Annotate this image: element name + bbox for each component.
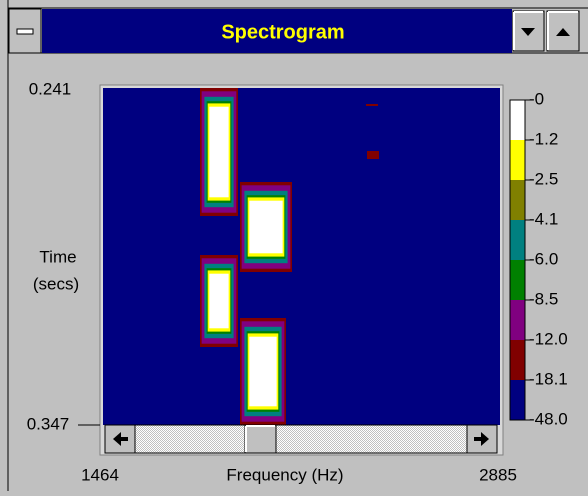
- window-title: Spectrogram: [221, 21, 344, 43]
- minimize-button[interactable]: [513, 11, 544, 51]
- spectrogram-area: [103, 88, 500, 425]
- maximize-button[interactable]: [547, 11, 579, 51]
- colorbar-label: -1.2: [529, 129, 558, 148]
- scrollbar-track[interactable]: [105, 425, 497, 453]
- y-top-label: 0.241: [29, 79, 72, 98]
- scroll-left-button[interactable]: [105, 425, 135, 453]
- x-right-label: 2885: [479, 465, 517, 484]
- y-axis-label: Time: [39, 247, 76, 266]
- colorbar-label: -6.0: [529, 249, 558, 268]
- colorbar-label: -2.5: [529, 169, 558, 188]
- spectrogram-cell: [209, 107, 228, 198]
- y-bottom-label: 0.347: [27, 414, 70, 433]
- colorbar-segment: [510, 380, 525, 420]
- colorbar-segment: [510, 220, 525, 260]
- colorbar-label: -0: [529, 89, 544, 108]
- spectrogram-cell: [249, 201, 282, 254]
- spectrogram-window: Spectrogram 0.241 0.347 Time (secs) 1464…: [0, 0, 588, 491]
- colorbar-label: -48.0: [529, 409, 568, 428]
- colorbar-segment: [510, 140, 525, 180]
- colorbar-segment: [510, 260, 525, 300]
- spectrogram-cell: [249, 337, 276, 407]
- colorbar-segment: [510, 340, 525, 380]
- colorbar-label: -12.0: [529, 329, 568, 348]
- system-menu-button[interactable]: [9, 9, 41, 53]
- y-axis-label: (secs): [33, 274, 79, 293]
- scroll-thumb[interactable]: [245, 425, 276, 453]
- scroll-right-button[interactable]: [467, 425, 497, 453]
- spectrogram-cell: [367, 151, 379, 159]
- colorbar-label: -18.1: [529, 369, 568, 388]
- colorbar-segment: [510, 100, 525, 140]
- colorbar-segment: [510, 180, 525, 220]
- page: Spectrogram 0.241 0.347 Time (secs) 1464…: [0, 0, 588, 491]
- colorbar-segment: [510, 300, 525, 340]
- colorbar-label: -8.5: [529, 289, 558, 308]
- x-left-label: 1464: [81, 465, 119, 484]
- spectrogram-cell: [366, 104, 378, 106]
- colorbar-label: -4.1: [529, 209, 558, 228]
- spectrogram-cell: [209, 274, 228, 329]
- x-axis-label: Frequency (Hz): [226, 465, 343, 484]
